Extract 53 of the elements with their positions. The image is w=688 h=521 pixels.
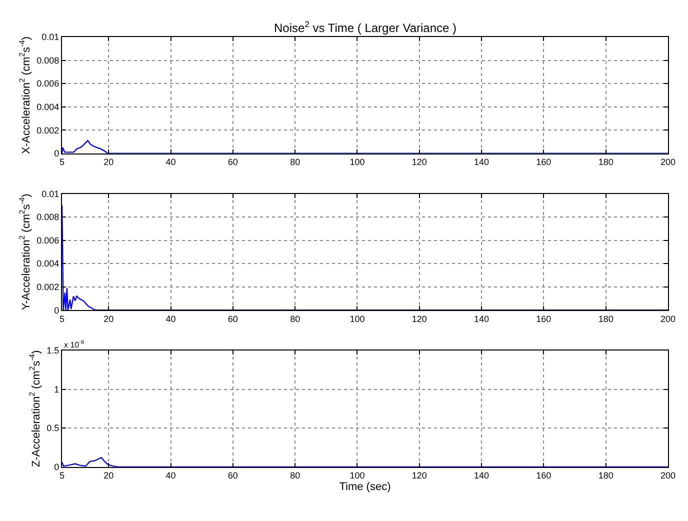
y-tick-label: 0.008 bbox=[36, 55, 60, 66]
x-tick-label: 5 bbox=[59, 314, 65, 324]
x-tick-label: 140 bbox=[474, 314, 490, 324]
chart-title: Noise$^{2}$ vs Time ( Larger Variance ) bbox=[274, 19, 457, 36]
y-tick-label: 0.002 bbox=[36, 282, 60, 292]
x-tick-label: 140 bbox=[474, 470, 490, 481]
y-tick-label: 1 bbox=[54, 384, 60, 394]
x-tick-label: 20 bbox=[104, 157, 114, 168]
x-tick-label: 200 bbox=[660, 157, 676, 168]
x-tick-label: 60 bbox=[228, 470, 238, 481]
x-tick-label: 60 bbox=[228, 314, 238, 324]
x-tick-label: 40 bbox=[166, 314, 176, 324]
x-tick-label: 60 bbox=[228, 157, 238, 168]
x-tick-label: 160 bbox=[536, 314, 552, 324]
y-tick-label: 0 bbox=[54, 462, 60, 472]
x-tick-label: 120 bbox=[412, 157, 427, 168]
x-tick-label: 80 bbox=[290, 314, 300, 324]
x-tick-label: 200 bbox=[660, 470, 676, 481]
y-tick-label: 0 bbox=[54, 305, 60, 316]
x-tick-label: 40 bbox=[166, 157, 176, 168]
y-tick-label: 0.008 bbox=[36, 212, 60, 222]
x-tick-label: 100 bbox=[350, 314, 365, 324]
y-tick-label: 0.004 bbox=[36, 102, 60, 112]
x-tick-label: 180 bbox=[598, 470, 614, 481]
x-tick-label: 5 bbox=[59, 157, 65, 168]
x-tick-label: 140 bbox=[474, 157, 490, 168]
x-tick-label: 120 bbox=[412, 470, 427, 481]
y-tick-label: 0.01 bbox=[42, 188, 60, 199]
y-tick-label: 0.004 bbox=[36, 258, 60, 269]
y-tick-label: 0.002 bbox=[36, 125, 60, 136]
x-tick-label: 180 bbox=[598, 157, 614, 168]
line-series bbox=[62, 204, 668, 310]
x-tick-label: 180 bbox=[598, 314, 614, 324]
x-tick-label: 160 bbox=[536, 157, 552, 168]
x-tick-label: 160 bbox=[536, 470, 552, 481]
x-tick-label: 20 bbox=[104, 314, 114, 324]
x-tick-label: 80 bbox=[290, 470, 300, 481]
x-tick-label: 120 bbox=[412, 314, 427, 324]
y-tick-label: 0 bbox=[54, 148, 60, 159]
y-tick-label: 0.01 bbox=[42, 32, 60, 42]
x-tick-label: 20 bbox=[104, 470, 114, 481]
y-tick-label: 1.5 bbox=[46, 346, 60, 356]
x-axis-title: Time (sec) bbox=[339, 480, 391, 493]
x-tick-label: 5 bbox=[59, 470, 65, 481]
x-tick-label: 40 bbox=[166, 470, 176, 481]
x-tick-label: 100 bbox=[350, 470, 365, 481]
text: x 10$^{-9}$ bbox=[64, 340, 84, 350]
y-tick-label: 0.006 bbox=[36, 78, 60, 89]
y-tick-label: 0.5 bbox=[46, 423, 60, 434]
y-tick-label: 0.006 bbox=[36, 235, 60, 246]
x-tick-label: 100 bbox=[350, 157, 365, 168]
x-tick-label: 200 bbox=[660, 314, 676, 324]
x-tick-label: 80 bbox=[290, 157, 300, 168]
